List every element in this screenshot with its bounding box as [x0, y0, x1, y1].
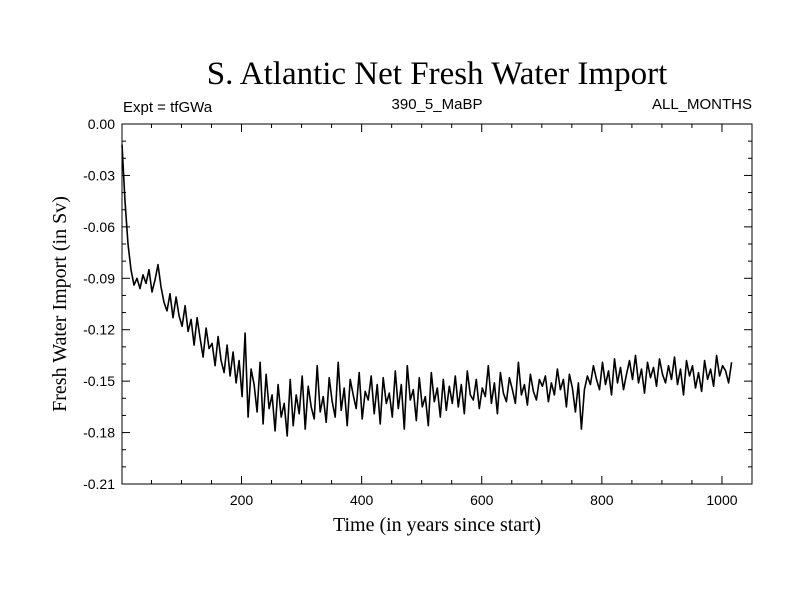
x-tick-label: 200 [230, 492, 254, 508]
x-tick-label: 1000 [706, 492, 737, 508]
x-tick-label: 800 [590, 492, 614, 508]
y-tick-label: -0.21 [83, 476, 115, 492]
y-tick-label: -0.18 [83, 425, 115, 441]
y-axis: 0.00 -0.03 -0.06 -0.09 -0.12 -0.15 -0.18 -0.21 [83, 116, 752, 492]
y-tick-label: 0.00 [88, 116, 115, 132]
y-tick-label: -0.09 [83, 270, 115, 286]
series-line-fresh-water-import [121, 144, 733, 437]
y-tick-label: -0.06 [83, 219, 115, 235]
y-axis-label: Fresh Water Import (in Sv) [49, 196, 71, 412]
x-tick-label: 400 [350, 492, 374, 508]
x-axis-label: Time (in years since start) [333, 514, 541, 536]
y-tick-label: -0.12 [83, 322, 115, 338]
y-tick-label: -0.15 [83, 373, 115, 389]
experiment-label: Expt = tfGWa [123, 99, 213, 116]
run-label: 390_5_MaBP [392, 96, 483, 113]
chart-title: S. Atlantic Net Fresh Water Import [207, 56, 668, 92]
x-tick-label: 600 [470, 492, 494, 508]
months-label: ALL_MONTHS [652, 96, 752, 113]
x-axis: 200 400 600 800 1000 [150, 124, 738, 508]
y-tick-label: -0.03 [83, 167, 115, 183]
plot-frame [121, 123, 753, 485]
